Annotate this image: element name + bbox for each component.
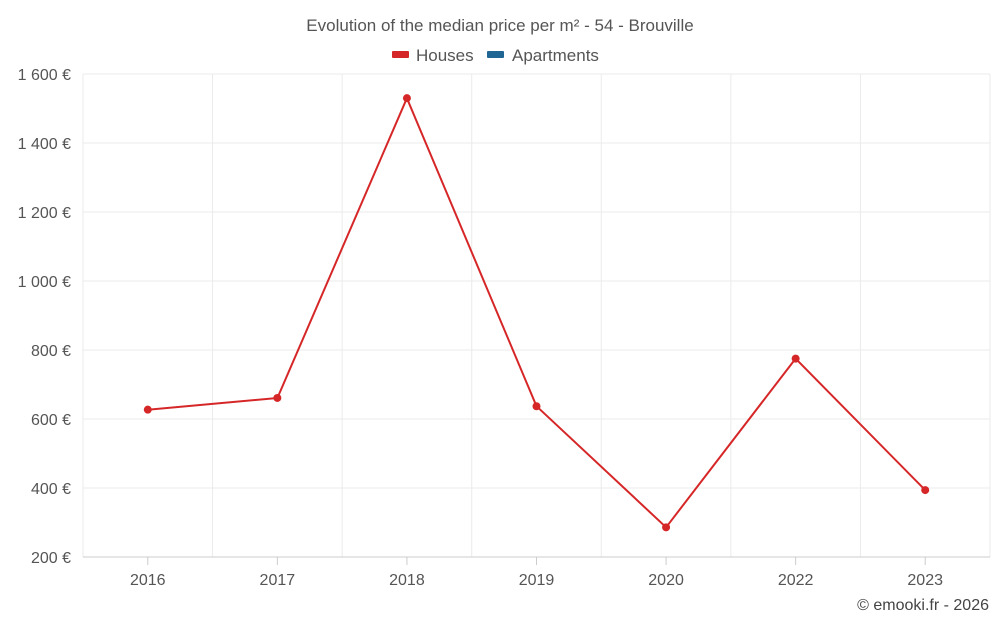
y-tick-label: 400 € xyxy=(31,481,71,498)
series-layer xyxy=(143,94,930,532)
legend-item-apartments[interactable]: Apartments xyxy=(487,46,599,65)
legend-swatch-apartments xyxy=(487,51,504,58)
x-tick-label: 2022 xyxy=(778,572,814,589)
credit-text: © emooki.fr - 2026 xyxy=(857,597,989,614)
legend-label-houses: Houses xyxy=(416,46,474,65)
data-point-houses[interactable] xyxy=(791,354,800,363)
x-tick-label: 2018 xyxy=(389,572,425,589)
x-tick-label: 2020 xyxy=(648,572,684,589)
x-tick-label: 2017 xyxy=(260,572,296,589)
legend: Houses Apartments xyxy=(392,46,599,65)
data-point-houses[interactable] xyxy=(402,94,411,103)
x-axis-ticks: 2016 2017 2018 2019 2020 2022 2023 xyxy=(130,557,943,589)
legend-item-houses[interactable]: Houses xyxy=(392,46,474,65)
x-gridlines xyxy=(82,74,991,557)
x-tick-label: 2023 xyxy=(907,572,943,589)
x-tick-label: 2019 xyxy=(519,572,555,589)
chart-title: Evolution of the median price per m² - 5… xyxy=(306,16,693,35)
y-tick-label: 1 600 € xyxy=(18,67,71,84)
legend-swatch-houses xyxy=(392,51,409,58)
series-line-houses xyxy=(147,97,926,529)
y-tick-label: 600 € xyxy=(31,412,71,429)
y-axis-ticks: 200 € 400 € 600 € 800 € 1 000 € 1 200 € 1 400 … xyxy=(18,67,71,567)
legend-label-apartments: Apartments xyxy=(512,46,599,65)
y-tick-label: 1 200 € xyxy=(18,205,71,222)
data-point-houses[interactable] xyxy=(662,523,671,532)
y-tick-label: 200 € xyxy=(31,550,71,567)
y-tick-label: 1 000 € xyxy=(18,274,71,291)
data-point-houses[interactable] xyxy=(273,393,282,402)
data-point-houses[interactable] xyxy=(532,402,541,411)
data-point-houses[interactable] xyxy=(921,486,930,495)
y-tick-label: 800 € xyxy=(31,343,71,360)
x-tick-label: 2016 xyxy=(130,572,166,589)
data-point-houses[interactable] xyxy=(143,405,152,414)
y-tick-label: 1 400 € xyxy=(18,136,71,153)
y-gridlines xyxy=(83,73,990,489)
